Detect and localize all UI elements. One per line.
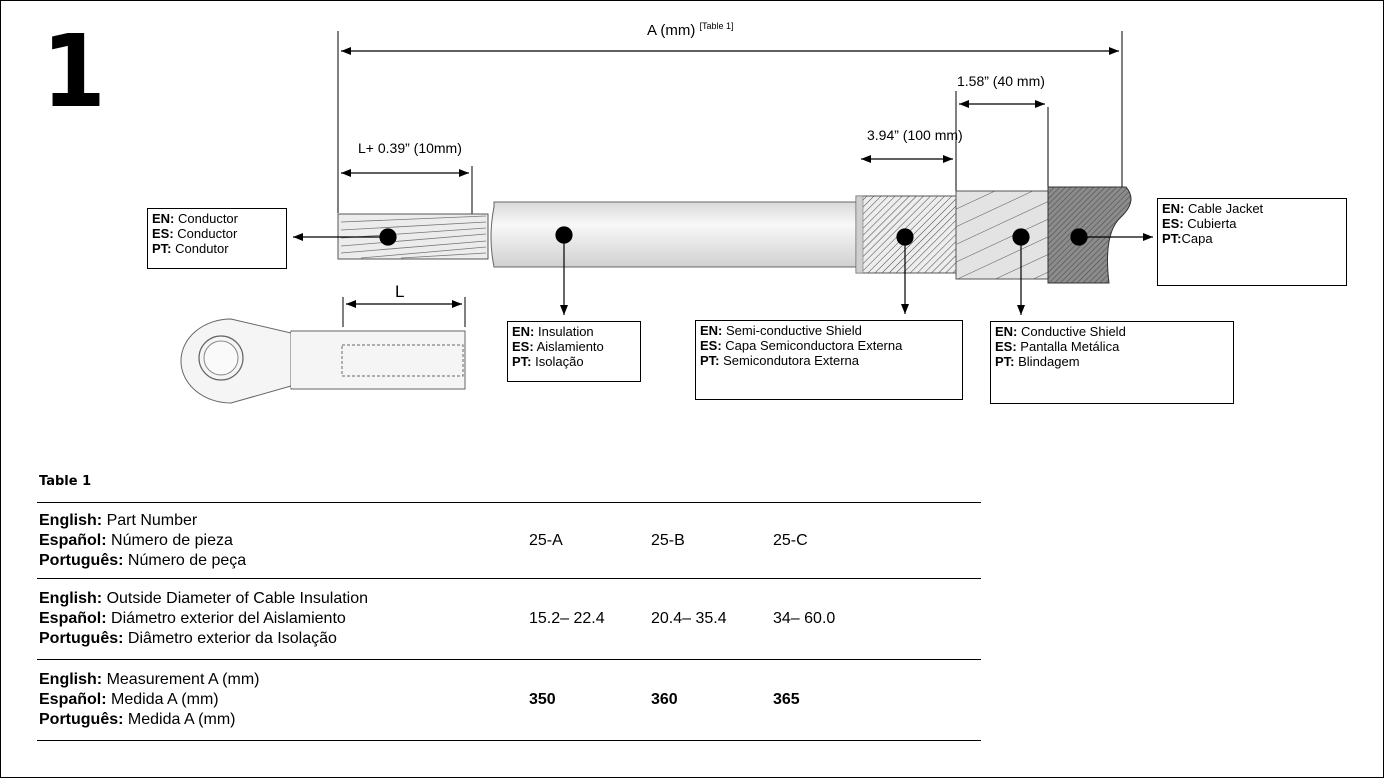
dimension-l-plus-label: L+ 0.39” (10mm)	[358, 140, 462, 156]
callout-cable-jacket: EN: Cable Jacket ES: Cubierta PT:Capa	[1157, 198, 1347, 286]
table-cell: 25-C	[773, 502, 981, 579]
dimension-40mm-label: 1.58” (40 mm)	[957, 73, 1045, 89]
cable-preparation-diagram	[180, 31, 1153, 404]
table-cell: 350	[529, 659, 651, 741]
callout-insulation: EN: Insulation ES: Aislamiento PT: Isola…	[507, 321, 641, 382]
conductive-shield-section	[955, 190, 1049, 280]
table-row: English: Measurement A (mm) Español: Med…	[37, 659, 981, 741]
insulation-section	[490, 201, 859, 268]
callout-leaders	[293, 226, 1153, 315]
specification-table: English: Part Number Español: Número de …	[37, 502, 981, 741]
cable-jacket-section	[1047, 186, 1132, 284]
dimension-100mm-label: 3.94” (100 mm)	[867, 127, 963, 143]
compression-lug-drawing	[180, 297, 466, 404]
cable-drawing	[337, 186, 1132, 284]
callout-semi-conductive-shield: EN: Semi-conductive Shield ES: Capa Semi…	[695, 320, 963, 400]
dimension-arrows	[341, 47, 1119, 177]
table-cell: 360	[651, 659, 773, 741]
callout-conductor: EN: Conductor ES: Conductor PT: Condutor	[147, 208, 287, 269]
extension-lines	[337, 31, 1123, 214]
table-cell: 34– 60.0	[773, 578, 981, 660]
table-cell: 25-A	[529, 502, 651, 579]
table-title: Table 1	[39, 474, 92, 489]
row-label: English: Measurement A (mm) Español: Med…	[37, 659, 529, 741]
table-cell: 15.2– 22.4	[529, 578, 651, 660]
step-number: 1	[41, 13, 106, 130]
table-cell: 20.4– 35.4	[651, 578, 773, 660]
dimension-a-label: A (mm) [Table 1]	[647, 21, 734, 39]
table-row: English: Outside Diameter of Cable Insul…	[37, 578, 981, 660]
callout-conductive-shield: EN: Conductive Shield ES: Pantalla Metál…	[990, 321, 1234, 404]
row-label: English: Part Number Español: Número de …	[37, 502, 529, 579]
row-label: English: Outside Diameter of Cable Insul…	[37, 578, 529, 660]
dimension-l-label: L	[395, 282, 405, 301]
table-cell: 25-B	[651, 502, 773, 579]
table-cell: 365	[773, 659, 981, 741]
table-row: English: Part Number Español: Número de …	[37, 502, 981, 579]
